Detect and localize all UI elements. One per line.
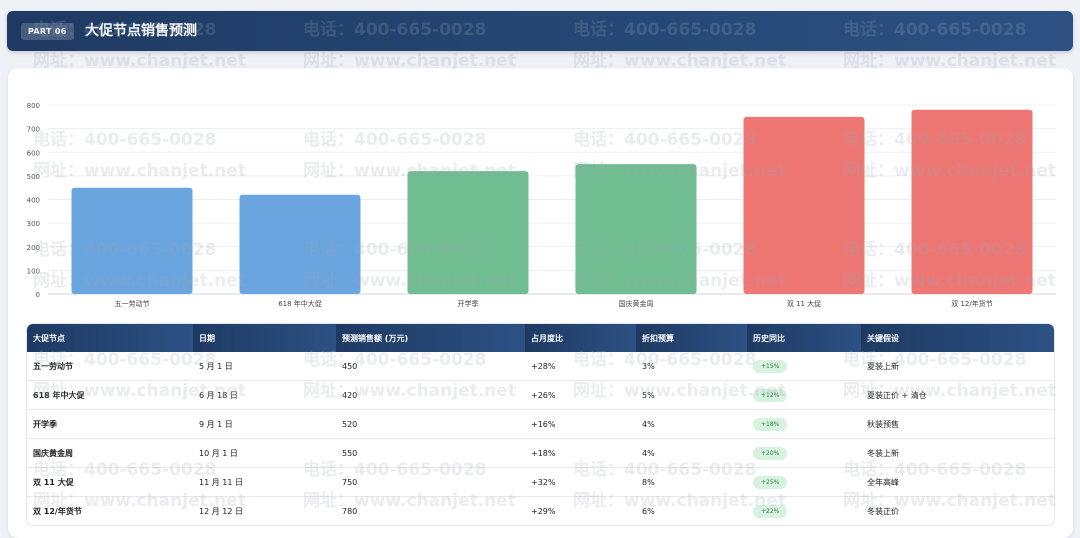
cell-date: 5 月 1 日 <box>193 352 336 381</box>
cell-assumption: 冬装正价 <box>867 506 899 516</box>
cell-forecast: 550 <box>336 438 525 468</box>
x-tick-label: 国庆黄金周 <box>619 299 654 308</box>
page-title: 大促节点销售预测 <box>85 23 197 39</box>
cell-assumption: 夏装正价 + 清仓 <box>861 380 1054 410</box>
table-row: 开学季 9 月 1 日 520 +16% 4% +18% 秋装预售 <box>27 409 1054 439</box>
bar <box>239 194 361 294</box>
cell-date: 6 月 18 日 <box>193 380 336 410</box>
cell-discount: 8% <box>636 467 747 497</box>
col-header-festival: 大促节点 <box>27 324 193 352</box>
y-tick-label: 100 <box>27 267 40 275</box>
y-tick-label: 700 <box>27 126 40 134</box>
cell-discount: 3% <box>636 352 747 381</box>
bar <box>575 164 697 294</box>
cell-forecast: 780 <box>342 506 358 516</box>
col-header-date: 日期 <box>193 324 336 352</box>
cell-yoy: +20% <box>747 438 861 468</box>
y-tick-label: 0 <box>36 291 40 299</box>
yoy-badge: +25% <box>753 475 788 489</box>
cell-discount: 4% <box>636 409 747 439</box>
y-tick-label: 600 <box>27 149 40 157</box>
cell-share: +29% <box>531 506 556 516</box>
cell-discount: 5% <box>636 380 747 410</box>
y-tick-label: 800 <box>27 102 40 110</box>
sales-forecast-chart: 0 100 200 300 400 500 600 700 800 五一劳动节 618 年中大促 开学… <box>8 68 1073 318</box>
bar <box>743 116 865 294</box>
cell-assumption: 秋装预售 <box>861 409 1054 439</box>
table-row: 双 11 大促 11 月 11 日 750 +32% 8% +25% 全年高峰 <box>27 467 1054 497</box>
x-tick-label: 双 11 大促 <box>787 299 821 308</box>
cell-date: 11 月 11 日 <box>193 467 336 497</box>
y-tick-label: 200 <box>27 244 40 252</box>
cell-assumption: 冬装上新 <box>861 438 1054 468</box>
yoy-badge: +20% <box>753 446 788 460</box>
bar <box>407 171 529 294</box>
cell-discount: 6% <box>642 506 655 516</box>
cell-yoy: +25% <box>747 467 861 497</box>
cell-share: +28% <box>525 352 636 381</box>
col-header-share: 占月度比 <box>525 324 636 352</box>
cell-festival: 618 年中大促 <box>27 380 193 410</box>
x-tick-label: 开学季 <box>458 299 479 308</box>
cell-festival: 双 11 大促 <box>27 467 193 497</box>
cell-assumption: 夏装上新 <box>861 352 1054 381</box>
y-tick-label: 300 <box>27 220 40 228</box>
table-row: 国庆黄金周 10 月 1 日 550 +18% 4% +20% 冬装上新 <box>27 438 1054 468</box>
table-row: 双 12/年货节 12 月 12 日 780 +29% 6% +22% 冬装正价 <box>27 497 1054 526</box>
col-header-forecast: 预测销售额 (万元) <box>336 324 525 352</box>
part-badge: PART 06 <box>21 23 74 40</box>
cell-share: +16% <box>525 409 636 439</box>
cell-date: 12 月 12 日 <box>199 506 243 516</box>
cell-festival: 国庆黄金周 <box>27 438 193 468</box>
cell-share: +32% <box>525 467 636 497</box>
cell-date: 10 月 1 日 <box>193 438 336 468</box>
cell-forecast: 420 <box>336 380 525 410</box>
yoy-badge: +22% <box>753 504 788 518</box>
bar <box>911 109 1033 294</box>
cell-discount: 4% <box>636 438 747 468</box>
cell-forecast: 750 <box>336 467 525 497</box>
bar-chart-svg: 0 100 200 300 400 500 600 700 800 五一劳动节 618 年中大促 开学… <box>27 102 1056 308</box>
cell-forecast: 520 <box>336 409 525 439</box>
cell-festival: 开学季 <box>27 409 193 439</box>
table-header-row: 大促节点 日期 预测销售额 (万元) 占月度比 折扣预算 历史同比 关键假设 <box>27 324 1054 352</box>
page-header: PART 06 大促节点销售预测 <box>7 11 1073 51</box>
cell-festival: 双 12/年货节 <box>33 506 82 516</box>
y-tick-label: 500 <box>27 173 40 181</box>
col-header-yoy: 历史同比 <box>747 324 861 352</box>
yoy-badge: +12% <box>753 388 788 402</box>
yoy-badge: +18% <box>753 417 788 431</box>
table-row: 五一劳动节 5 月 1 日 450 +28% 3% +15% 夏装上新 <box>27 352 1054 381</box>
cell-yoy: +15% <box>747 352 861 381</box>
x-tick-label: 五一劳动节 <box>115 299 150 308</box>
cell-festival: 五一劳动节 <box>27 352 193 381</box>
cell-assumption: 全年高峰 <box>861 467 1054 497</box>
cell-date: 9 月 1 日 <box>193 409 336 439</box>
cell-share: +18% <box>525 438 636 468</box>
yoy-badge: +15% <box>753 359 788 373</box>
cell-yoy: +18% <box>747 409 861 439</box>
cell-share: +26% <box>525 380 636 410</box>
content-card: 0 100 200 300 400 500 600 700 800 五一劳动节 618 年中大促 开学… <box>8 68 1073 538</box>
cell-forecast: 450 <box>336 352 525 381</box>
y-tick-label: 400 <box>27 197 40 205</box>
col-header-assumption: 关键假设 <box>861 324 1054 352</box>
x-tick-label: 618 年中大促 <box>278 299 322 308</box>
forecast-table: 大促节点 日期 预测销售额 (万元) 占月度比 折扣预算 历史同比 关键假设 五… <box>27 324 1054 525</box>
cell-yoy: +12% <box>747 380 861 410</box>
col-header-discount: 折扣预算 <box>636 324 747 352</box>
table-row: 618 年中大促 6 月 18 日 420 +26% 5% +12% 夏装正价 + 清仓 <box>27 380 1054 410</box>
cell-yoy: +22% <box>747 497 861 526</box>
bar <box>71 187 193 294</box>
x-tick-label: 双 12/年货节 <box>951 299 993 308</box>
